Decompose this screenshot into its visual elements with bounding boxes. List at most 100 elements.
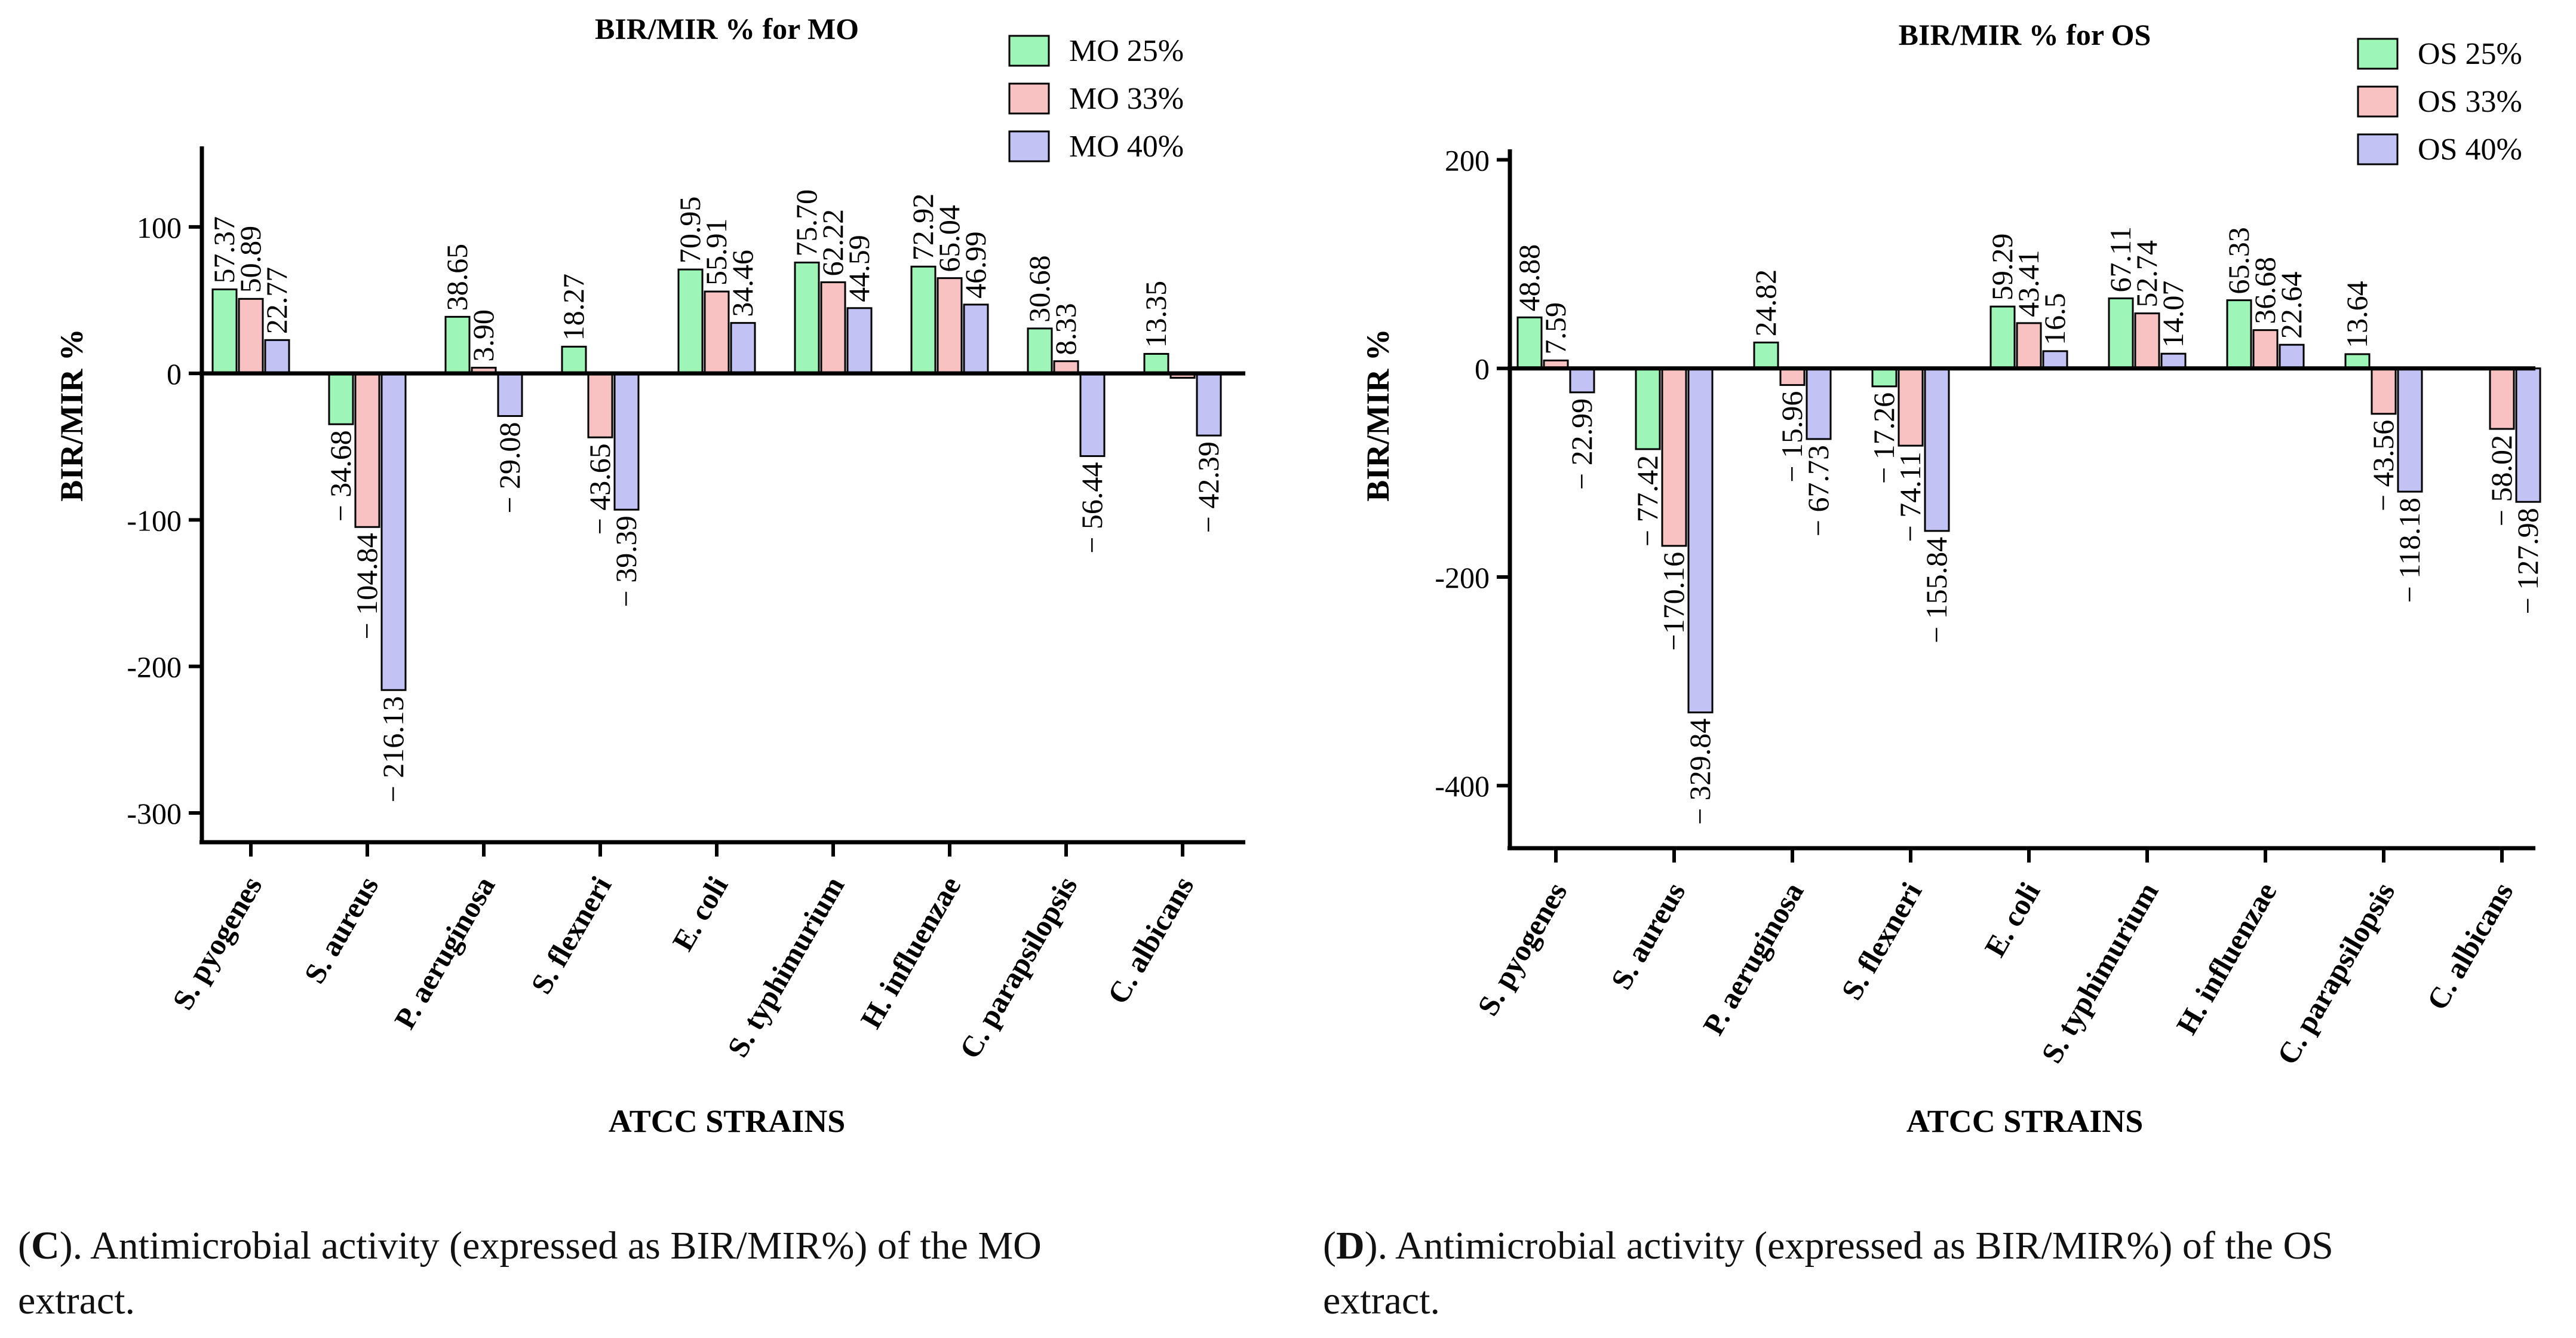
bar-os-40-: [2279, 343, 2305, 370]
data-label: 52.74: [2130, 240, 2163, 308]
bar-mo-40-: [963, 303, 989, 375]
data-label: −170.16: [1657, 552, 1690, 651]
data-label: − 58.02: [2485, 435, 2518, 526]
data-label: 13.64: [2340, 281, 2374, 348]
x-axis-title: ATCC STRAINS: [1906, 1103, 2144, 1139]
data-label: 22.77: [260, 267, 293, 334]
y-axis-title: BIR/MIR %: [54, 329, 90, 502]
data-label: 22.64: [2274, 272, 2308, 339]
x-axis-title: ATCC STRAINS: [609, 1103, 846, 1139]
data-label: − 74.11: [1893, 452, 1927, 542]
legend-swatch: [2357, 133, 2399, 165]
bar-mo-40-: [613, 372, 640, 511]
data-label: − 22.99: [1565, 398, 1598, 490]
caption-d: (D). Antimicrobial activity (expressed a…: [1323, 1224, 2334, 1322]
data-label: 65.33: [2222, 227, 2255, 294]
data-label: − 34.68: [324, 430, 357, 521]
data-label: − 15.96: [1775, 391, 1809, 483]
y-tick-label: -200: [1435, 561, 1490, 594]
category-label: S. typhimurium: [721, 871, 851, 1063]
data-label: 43.41: [2012, 250, 2045, 317]
category-label: S. pyogenes: [165, 871, 268, 1015]
bar-os-40-: [2160, 352, 2187, 370]
category-label: C. albicans: [1101, 871, 1201, 1010]
bar-os-40-: [1924, 367, 1950, 532]
bar-mo-40-: [1196, 372, 1222, 437]
legend-label: OS 25%: [2418, 37, 2522, 71]
data-label: − 17.26: [1867, 392, 1900, 484]
chart-title: BIR/MIR % for MO: [595, 12, 859, 45]
chart-os: BIR/MIR % for OS 200 0 -200 -400 BIR/MIR % 48.…: [1360, 18, 2544, 1139]
bar-os-33-: [2134, 312, 2160, 370]
bar-mo-25-: [794, 261, 820, 375]
data-label: − 29.08: [493, 422, 526, 513]
category-label: S. flexneri: [524, 870, 618, 999]
bar-os-25-: [1635, 367, 1661, 450]
data-label: − 216.13: [376, 696, 410, 802]
bar-mo-25-: [1027, 327, 1053, 375]
y-tick-label: 200: [1445, 143, 1490, 177]
bar-mo-25-: [444, 315, 471, 375]
data-label: 67.11: [2104, 226, 2137, 293]
data-label: 30.68: [1023, 255, 1056, 323]
bar-mo-40-: [1079, 372, 1106, 458]
data-label: − 155.84: [1920, 537, 1953, 643]
y-tick-label: -100: [127, 504, 182, 537]
caption-d-text: ). Antimicrobial activity (expressed as …: [1364, 1224, 2334, 1268]
bar-os-33-: [2016, 322, 2042, 370]
bar-mo-33-: [704, 290, 730, 375]
bar-mo-33-: [937, 277, 963, 375]
caption-c-letter: C: [30, 1224, 60, 1268]
legend-swatch: [1008, 130, 1050, 162]
legend-label: MO 25%: [1069, 34, 1184, 68]
data-label: 70.95: [673, 197, 707, 264]
category-label: C. albicans: [2420, 877, 2520, 1016]
legend-swatch: [2357, 85, 2399, 118]
category-label: S. flexneri: [1835, 876, 1929, 1005]
bar-os-25-: [1516, 316, 1543, 370]
bar-mo-40-: [846, 307, 873, 375]
bar-mo-33-: [820, 281, 846, 375]
caption-d-line2: extract.: [1323, 1279, 1441, 1322]
chart-title: BIR/MIR % for OS: [1899, 18, 2151, 51]
category-label: C. parapsilopsis: [2270, 877, 2401, 1070]
legend-label: MO 40%: [1069, 130, 1184, 164]
caption-c-text: ). Antimicrobial activity (expressed as …: [59, 1224, 1042, 1268]
bar-os-25-: [1871, 367, 1898, 388]
category-label: H. influenzae: [853, 871, 967, 1034]
bar-os-33-: [2252, 329, 2279, 370]
category-label: E. coli: [1978, 876, 2046, 962]
data-label: 24.82: [1749, 269, 1782, 337]
y-tick-label: -300: [127, 797, 182, 830]
category-label: S. pyogenes: [1470, 877, 1573, 1021]
data-label: 14.07: [2156, 281, 2190, 348]
data-label: 7.59: [1539, 302, 1572, 355]
bar-os-40-: [1569, 367, 1595, 394]
bar-mo-25-: [328, 372, 354, 425]
data-label: 38.65: [440, 244, 474, 311]
category-label: P. aeruginosa: [1696, 877, 1810, 1041]
bar-mo-40-: [497, 372, 523, 417]
category-label: P. aeruginosa: [388, 871, 502, 1035]
data-label: − 104.84: [350, 533, 383, 639]
data-label: 3.90: [466, 309, 500, 362]
bar-os-25-: [2108, 297, 2134, 370]
caption-d-letter: D: [1335, 1224, 1365, 1268]
data-label: − 43.56: [2366, 420, 2400, 511]
bar-os-33-: [1779, 367, 1806, 386]
category-label: H. influenzae: [2169, 877, 2283, 1040]
bar-os-33-: [2489, 367, 2515, 430]
category-label: E. coli: [665, 870, 734, 956]
bar-mo-40-: [730, 322, 756, 375]
category-label: S. typhimurium: [2035, 877, 2165, 1069]
bar-mo-25-: [677, 268, 704, 375]
y-tick-label: 0: [1475, 352, 1490, 386]
bar-mo-33-: [238, 297, 264, 375]
bar-os-25-: [1989, 305, 2016, 370]
data-label: − 127.98: [2511, 508, 2544, 614]
bar-os-33-: [1898, 367, 1924, 447]
data-label: 59.29: [1985, 234, 2019, 301]
data-label: 75.70: [790, 189, 823, 257]
data-label: − 77.42: [1631, 455, 1664, 547]
